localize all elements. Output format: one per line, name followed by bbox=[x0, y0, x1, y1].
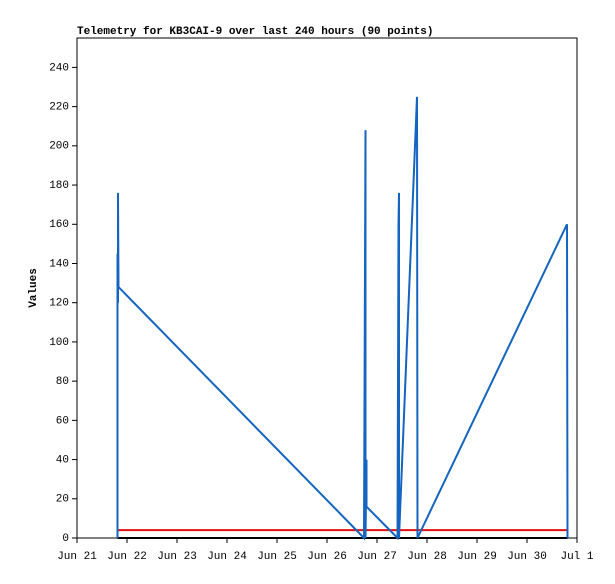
chart-title: Telemetry for KB3CAI-9 over last 240 hou… bbox=[77, 26, 433, 38]
x-tick-label: Jun 29 bbox=[457, 551, 497, 563]
y-tick-label: 100 bbox=[49, 337, 69, 349]
x-tick-label: Jun 22 bbox=[107, 551, 147, 563]
x-tick-label: Jun 26 bbox=[307, 551, 347, 563]
y-tick-label: 60 bbox=[56, 415, 69, 427]
y-axis-label: Values bbox=[28, 268, 40, 308]
x-tick-label: Jul 1 bbox=[560, 551, 593, 563]
x-tick-label: Jun 27 bbox=[357, 551, 397, 563]
y-tick-label: 120 bbox=[49, 298, 69, 310]
x-tick-label: Jun 25 bbox=[257, 551, 297, 563]
x-tick-label: Jun 30 bbox=[507, 551, 547, 563]
y-tick-label: 200 bbox=[49, 141, 69, 153]
data-line bbox=[116, 96, 569, 541]
x-tick-label: Jun 21 bbox=[57, 551, 97, 563]
x-tick-label: Jun 24 bbox=[207, 551, 247, 563]
y-tick-label: 160 bbox=[49, 219, 69, 231]
x-tick-label: Jun 28 bbox=[407, 551, 447, 563]
y-tick-label: 240 bbox=[49, 62, 69, 74]
y-tick-label: 0 bbox=[62, 533, 69, 545]
y-tick-label: 140 bbox=[49, 258, 69, 270]
y-tick-label: 80 bbox=[56, 376, 69, 388]
y-tick-label: 20 bbox=[56, 494, 69, 506]
y-tick-label: 40 bbox=[56, 454, 69, 466]
x-tick-label: Jun 23 bbox=[157, 551, 197, 563]
y-tick-label: 180 bbox=[49, 180, 69, 192]
y-tick-label: 220 bbox=[49, 102, 69, 114]
